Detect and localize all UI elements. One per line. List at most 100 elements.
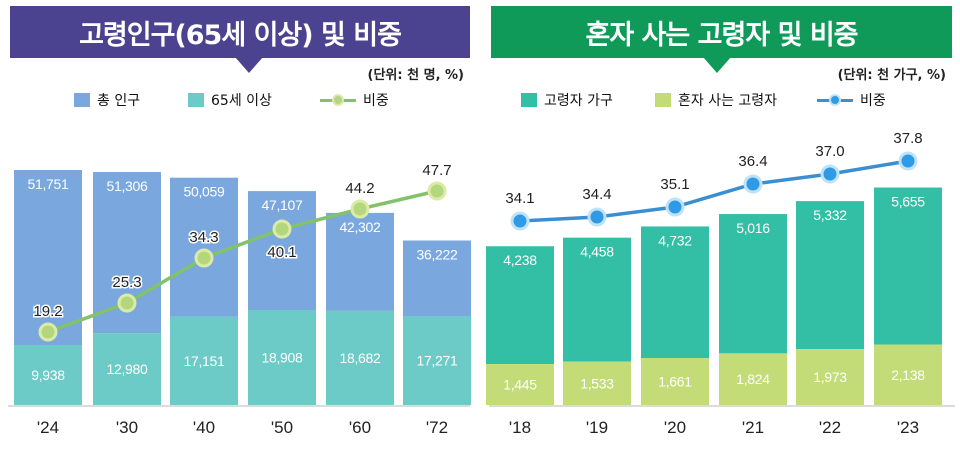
left-ratio-label: 44.2 — [345, 180, 374, 197]
left-ratio-label: 40.1 — [267, 244, 296, 261]
right-chart: 4,238 1,445 '18 4,458 1,533 '19 4,732 1,661 '20 5… — [486, 129, 955, 437]
left-bar-total — [248, 191, 316, 310]
right-label-alone: 1,661 — [658, 374, 692, 390]
left-bar-total — [170, 177, 238, 317]
left-label-total: 50,059 — [183, 184, 225, 200]
legend-label-households: 고령자 가구 — [544, 93, 613, 109]
right-bar-households — [796, 201, 864, 350]
legend-swatch-elderly — [188, 93, 204, 107]
left-bar-elderly — [248, 310, 316, 405]
right-ratio-marker — [898, 151, 918, 171]
left-label-total: 47,107 — [261, 197, 303, 213]
left-x-tick: '60 — [349, 418, 371, 437]
right-label-households: 4,458 — [580, 244, 614, 260]
right-ratio-label: 37.8 — [893, 130, 922, 147]
left-label-elderly: 9,938 — [31, 367, 65, 383]
left-bar-elderly — [93, 333, 161, 405]
left-label-elderly: 12,980 — [106, 361, 148, 377]
right-x-tick: '20 — [664, 418, 686, 437]
right-ratio-label: 35.1 — [660, 176, 689, 193]
left-bar-total — [14, 170, 82, 345]
left-ratio-label: 34.3 — [189, 229, 218, 246]
legend-label-elderly: 65세 이상 — [211, 93, 272, 109]
legend-swatch-alone — [655, 93, 671, 107]
right-bar-households — [563, 237, 631, 362]
right-bar-households — [486, 246, 554, 365]
right-panel: 혼자 사는 고령자 및 비중 (단위: 천 가구, %) 고령자 가구 혼자 사… — [481, 0, 960, 453]
legend-item-alone: 혼자 사는 고령자 — [655, 90, 777, 110]
left-label-elderly: 17,271 — [416, 353, 458, 369]
right-label-alone: 1,533 — [580, 375, 614, 391]
legend-item-elderly: 65세 이상 — [188, 90, 272, 110]
right-x-tick: '23 — [897, 418, 919, 437]
left-label-total: 36,222 — [416, 247, 458, 263]
legend-swatch-households — [521, 93, 537, 107]
right-label-alone: 1,445 — [503, 377, 537, 393]
left-ratio-marker — [272, 219, 292, 239]
legend-label-total: 총 인구 — [97, 93, 141, 109]
right-bar-alone — [874, 344, 942, 405]
left-ratio-label: 47.7 — [422, 162, 451, 179]
right-legend: 고령자 가구 혼자 사는 고령자 비중 — [481, 90, 960, 114]
left-bar-elderly — [14, 345, 82, 405]
right-bar-households — [719, 214, 787, 354]
left-bar-elderly — [170, 316, 238, 405]
panel-divider — [478, 0, 481, 453]
right-x-tick: '21 — [742, 418, 764, 437]
left-legend: 총 인구 65세 이상 비중 — [0, 90, 478, 114]
right-bar-alone — [796, 349, 864, 405]
legend-line-right-ratio — [817, 93, 853, 107]
legend-line-left-ratio — [320, 93, 356, 107]
left-chart-title: 고령인구(65세 이상) 및 비중 — [10, 6, 470, 58]
left-chart: 51,751 9,938 '24 51,306 12,980 '30 50,059 17,15… — [8, 161, 471, 437]
right-ratio-marker — [820, 164, 840, 184]
left-bar-total — [403, 240, 471, 317]
left-ratio-marker — [427, 181, 447, 201]
left-bar-total — [326, 212, 394, 311]
left-ratio-marker — [117, 293, 137, 313]
left-x-tick: '50 — [271, 418, 293, 437]
right-label-households: 5,016 — [736, 220, 770, 236]
right-bar-alone — [719, 353, 787, 405]
right-ratio-line — [519, 159, 909, 223]
left-label-total: 51,306 — [106, 178, 148, 194]
left-ratio-marker — [194, 248, 214, 268]
left-x-tick: '24 — [37, 418, 59, 437]
right-bar-households — [874, 187, 942, 345]
legend-item-left-ratio: 비중 — [320, 90, 389, 110]
right-ratio-marker — [510, 211, 530, 231]
legend-label-right-ratio: 비중 — [860, 93, 886, 109]
legend-item-total-population: 총 인구 — [74, 90, 140, 110]
left-ratio-marker — [38, 322, 58, 342]
right-x-tick: '19 — [586, 418, 608, 437]
right-ratio-marker — [587, 207, 607, 227]
right-bar-alone — [486, 364, 554, 405]
right-label-households: 5,332 — [813, 207, 847, 223]
left-x-tick: '40 — [193, 418, 215, 437]
right-bar-alone — [563, 361, 631, 405]
left-panel: 고령인구(65세 이상) 및 비중 (단위: 천 명, %) 총 인구 65세 … — [0, 0, 478, 453]
right-chart-title: 혼자 사는 고령자 및 비중 — [491, 6, 952, 58]
right-ratio-label: 34.4 — [582, 186, 611, 203]
right-bar-alone — [641, 358, 709, 405]
left-label-elderly: 17,151 — [183, 353, 225, 369]
left-label-elderly: 18,908 — [261, 350, 303, 366]
left-label-elderly: 18,682 — [339, 350, 381, 366]
left-bar-elderly — [403, 316, 471, 405]
legend-label-alone: 혼자 사는 고령자 — [678, 93, 778, 109]
right-title-pointer — [703, 57, 731, 73]
legend-label-left-ratio: 비중 — [363, 93, 389, 109]
right-ratio-marker — [665, 197, 685, 217]
right-label-alone: 1,824 — [736, 371, 770, 387]
left-x-tick: '72 — [426, 418, 448, 437]
right-unit-label: (단위: 천 가구, %) — [837, 68, 946, 83]
right-label-alone: 1,973 — [813, 369, 847, 385]
right-x-tick: '18 — [509, 418, 531, 437]
right-bar-households — [641, 226, 709, 359]
legend-item-households: 고령자 가구 — [521, 90, 613, 110]
left-ratio-label: 25.3 — [112, 274, 141, 291]
left-ratio-marker — [350, 199, 370, 219]
right-label-households: 4,238 — [503, 252, 537, 268]
right-label-households: 5,655 — [891, 194, 925, 210]
right-ratio-label: 34.1 — [505, 190, 534, 207]
